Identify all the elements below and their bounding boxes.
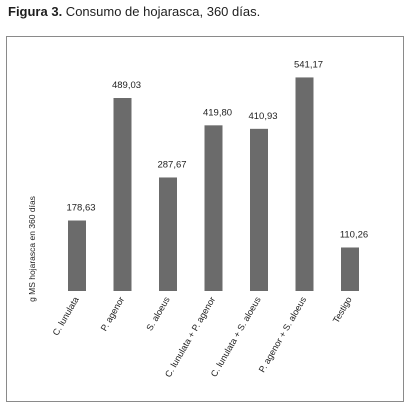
bar-3 xyxy=(159,177,177,291)
y-axis-title: g MS hojarasca en 360 días xyxy=(27,196,37,302)
category-label-3: S. aloeus xyxy=(144,295,172,333)
value-label-2: 489,03 xyxy=(112,80,141,91)
value-label-1: 178,63 xyxy=(66,203,95,214)
value-label-7: 110,26 xyxy=(340,229,368,240)
category-label-7: Testigo xyxy=(331,295,354,325)
figure-label: Figura 3. xyxy=(8,4,63,19)
category-label-1: C. lunulata xyxy=(51,295,81,337)
category-label-6: P. agenor + S. aloeus xyxy=(257,295,309,375)
figure-title: Consumo de hojarasca, 360 días. xyxy=(62,4,261,19)
bar-5 xyxy=(250,128,268,291)
bar-6 xyxy=(295,77,314,291)
category-label-4: C. lunulata + P. agenor xyxy=(163,295,217,379)
category-label-5: C. lunulata + S. aloeus xyxy=(209,295,263,379)
bar-4 xyxy=(204,125,223,292)
value-label-6: 541,17 xyxy=(294,59,323,70)
value-label-5: 410,93 xyxy=(248,111,277,122)
bar-7 xyxy=(341,247,359,291)
bar-chart: g MS hojarasca en 360 días 178,63 C. lunu… xyxy=(27,59,369,379)
bar-1 xyxy=(68,220,86,291)
value-label-4: 419,80 xyxy=(203,107,232,118)
chart-frame: g MS hojarasca en 360 días 178,63 C. lunu… xyxy=(6,36,404,402)
bar-2 xyxy=(113,98,132,291)
bars-group: 178,63 C. lunulata 489,03 P. agenor 287,67 S.… xyxy=(51,59,369,379)
category-label-2: P. agenor xyxy=(99,295,127,333)
figure-caption: Figura 3. Consumo de hojarasca, 360 días… xyxy=(8,4,408,19)
value-label-3: 287,67 xyxy=(157,159,186,170)
